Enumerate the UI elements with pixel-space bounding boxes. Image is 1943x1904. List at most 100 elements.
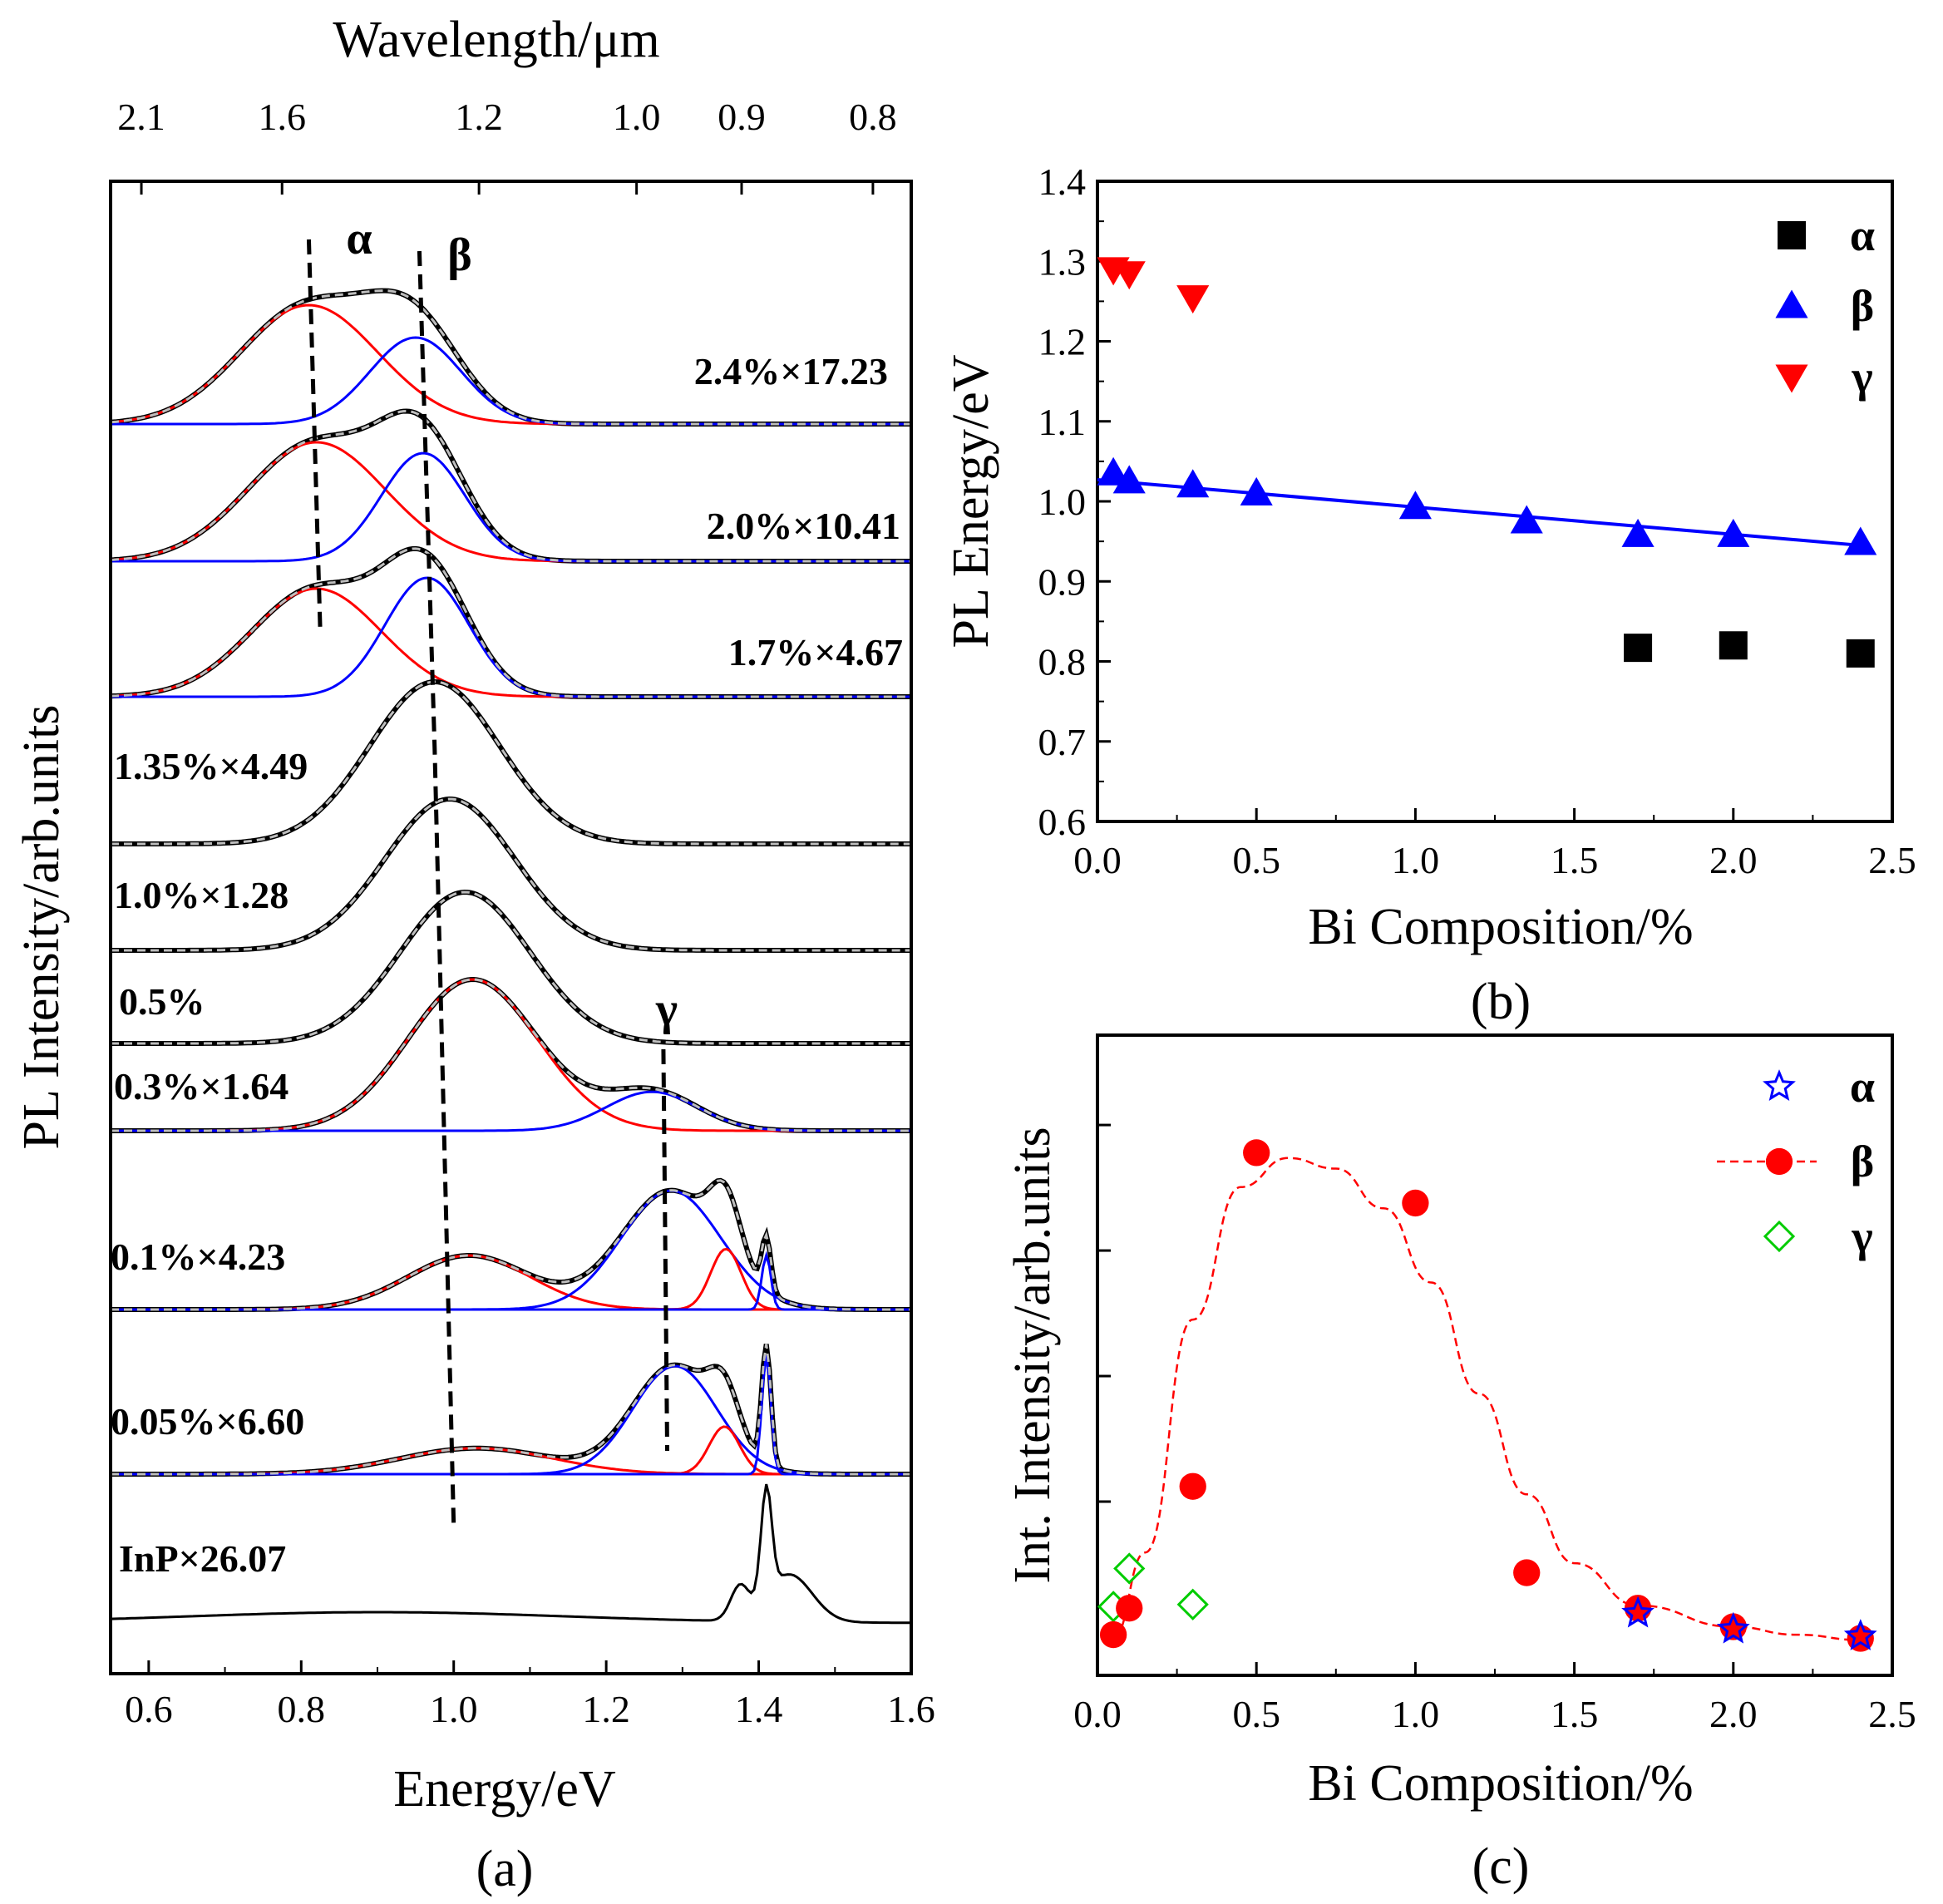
legend-label: γ <box>1851 1211 1872 1261</box>
curve-label: 1.7%×4.67 <box>728 631 903 673</box>
x-tick-label: 0.5 <box>1232 1693 1280 1735</box>
legend-label: β <box>1851 1137 1874 1186</box>
marker-triangle-down <box>1112 261 1146 290</box>
peak-label-beta: β <box>447 229 472 281</box>
y-tick-label: 0.7 <box>1038 721 1087 763</box>
guide-line <box>306 239 323 633</box>
marker-triangle-down <box>1775 364 1808 393</box>
panel-a-curve-labels: 2.4%×17.23 2.0%×10.41 1.7%×4.67 1.35%×4.49 1… <box>111 350 903 1580</box>
x-tick-label: 2.5 <box>1868 1693 1916 1735</box>
panel-b-legend: αβγ <box>1775 210 1875 402</box>
marker-circle <box>1402 1189 1429 1217</box>
curve-label: 2.4%×17.23 <box>694 350 888 392</box>
panel-c-y-axis-title: Int. Intensity/arb.units <box>1004 1127 1061 1583</box>
curve-label: 1.0%×1.28 <box>114 874 288 916</box>
x-tick-label: 2.0 <box>1709 839 1758 881</box>
measured-curve <box>111 1344 910 1476</box>
panel-a-top-x-ticks: 2.1 1.6 1.2 1.0 0.9 0.8 <box>117 96 897 195</box>
y-tick-label: 1.3 <box>1038 240 1087 283</box>
marker-triangle-up <box>1775 289 1808 318</box>
x-tick-label: 1.4 <box>735 1688 783 1730</box>
x-tick-label: 0.0 <box>1073 1693 1122 1735</box>
marker-triangle-down <box>1176 285 1210 314</box>
panel-b-fit-line <box>1097 478 1861 547</box>
marker-triangle-up <box>1510 505 1543 534</box>
measured-curve <box>110 289 910 426</box>
panel-c-frame <box>1096 1033 1894 1677</box>
top-x-tick-label: 1.0 <box>613 96 661 138</box>
fit-line <box>1097 478 1861 547</box>
curve-label: 0.5% <box>119 980 205 1023</box>
panel-c-fit-curve <box>1112 1157 1861 1641</box>
spectrum <box>110 408 910 564</box>
measured-curve <box>111 978 910 1132</box>
panel-c: 0.0 0.5 1.0 1.5 2.0 2.5 αβγ Bi Composition/% … <box>1004 1033 1916 1895</box>
legend-label: α <box>1850 210 1875 260</box>
panel-a-peak-labels: α β γ <box>346 213 678 1035</box>
top-x-tick-label: 1.6 <box>258 96 306 138</box>
spectrum <box>111 678 910 846</box>
curve-label: 0.1%×4.23 <box>111 1236 285 1278</box>
fit-total-curve <box>110 545 910 699</box>
marker-square <box>1624 634 1653 663</box>
measured-curve <box>110 409 910 563</box>
panel-b-label: (b) <box>1471 974 1531 1030</box>
marker-circle <box>1513 1559 1541 1586</box>
marker-circle <box>1116 1595 1143 1622</box>
marker-triangle-up <box>1398 491 1432 520</box>
measured-curve <box>110 547 910 698</box>
marker-star <box>1716 1611 1750 1644</box>
x-tick-label: 0.0 <box>1073 839 1122 881</box>
spectrum <box>111 1344 910 1477</box>
panel-a-x-axis-title: Energy/eV <box>393 1761 616 1818</box>
y-tick-label: 0.9 <box>1038 560 1087 603</box>
y-tick-label: 1.1 <box>1038 401 1087 443</box>
peak-label-alpha: α <box>346 213 372 264</box>
marker-square <box>1778 221 1806 249</box>
top-x-tick-label: 1.2 <box>455 96 503 138</box>
panel-a-label: (a) <box>476 1841 534 1897</box>
panel-a-y-axis-title: PL Intensity/arb.units <box>13 705 70 1150</box>
spectrum <box>111 796 910 953</box>
marker-triangle-up <box>1176 469 1210 498</box>
panel-b-ticks: 0.0 0.5 1.0 1.5 2.0 2.5 0.6 0.7 0.8 0.9 1.0 1.1 1.2 1… <box>1038 160 1916 881</box>
panel-a-curves <box>110 288 910 1625</box>
panel-b-y-axis-title: PL Energy/eV <box>943 354 999 648</box>
x-tick-label: 0.5 <box>1232 839 1280 881</box>
panel-a-frame <box>109 180 913 1675</box>
curve-label: 0.3%×1.64 <box>114 1065 288 1107</box>
panel-c-points <box>1097 1139 1877 1652</box>
panel-c-legend: αβγ <box>1717 1062 1875 1261</box>
marker-square <box>1846 639 1875 668</box>
marker-star <box>1843 1619 1877 1650</box>
legend-label: α <box>1850 1062 1875 1112</box>
marker-triangle-up <box>1621 518 1655 547</box>
legend-label: γ <box>1851 352 1872 402</box>
panel-c-label: (c) <box>1472 1838 1530 1895</box>
spectrum <box>110 288 910 427</box>
y-tick-label: 1.4 <box>1038 160 1087 203</box>
guide-line <box>417 250 456 1527</box>
y-tick-label: 0.6 <box>1038 801 1087 843</box>
marker-circle <box>1243 1139 1270 1167</box>
measured-curve <box>111 797 910 952</box>
spectrum <box>111 889 910 1046</box>
marker-star <box>1763 1069 1796 1101</box>
x-tick-label: 0.8 <box>278 1688 326 1730</box>
x-tick-label: 1.0 <box>1392 839 1440 881</box>
peak-label-gamma: γ <box>655 984 678 1035</box>
y-tick-label: 0.8 <box>1038 641 1087 683</box>
panel-c-ticks: 0.0 0.5 1.0 1.5 2.0 2.5 <box>1073 1123 1916 1735</box>
marker-diamond <box>1176 1588 1209 1620</box>
curve-label: 0.05%×6.60 <box>111 1400 304 1443</box>
x-tick-label: 0.6 <box>125 1688 173 1730</box>
marker-triangle-up <box>1717 518 1750 547</box>
x-tick-label: 1.0 <box>430 1688 478 1730</box>
panel-c-x-axis-title: Bi Composition/% <box>1308 1755 1693 1812</box>
measured-curve <box>111 680 910 846</box>
spectrum <box>110 1483 910 1625</box>
curve-label: 2.0%×10.41 <box>707 505 900 547</box>
spectrum <box>111 976 910 1133</box>
measured-curve <box>111 890 910 1045</box>
